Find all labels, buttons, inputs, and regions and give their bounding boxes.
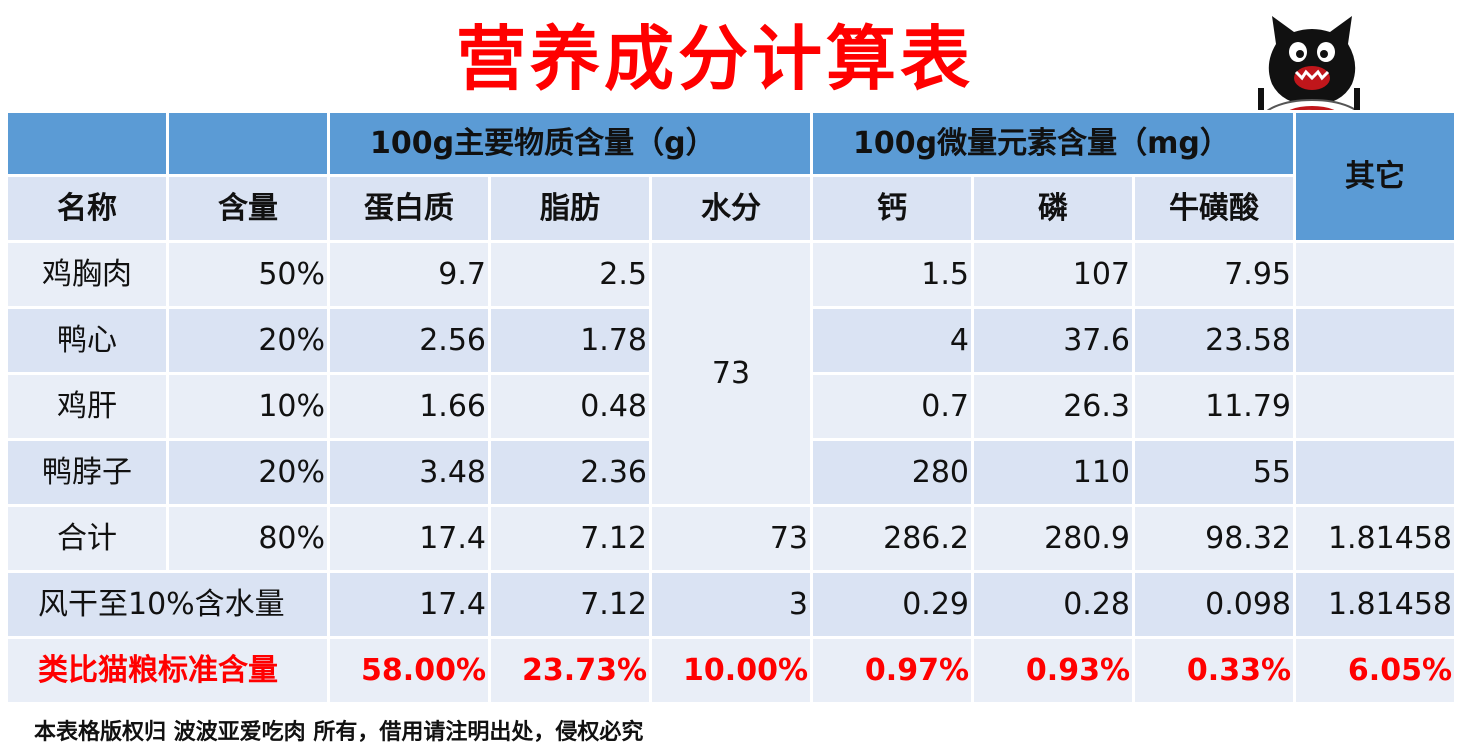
standard-row: 类比猫粮标准含量 58.00% 23.73% 10.00% 0.97% 0.93… <box>5 636 1457 705</box>
header-taurine: 牛磺酸 <box>1132 174 1296 243</box>
cell-calcium: 286.2 <box>810 504 974 573</box>
cell-protein: 9.7 <box>327 240 491 309</box>
header-water: 水分 <box>649 174 813 243</box>
cell-name: 类比猫粮标准含量 <box>5 636 330 705</box>
cell-name: 风干至10%含水量 <box>5 570 330 639</box>
cell-fat: 2.5 <box>488 240 652 309</box>
cell-other: 1.81458 <box>1293 570 1457 639</box>
cell-taurine: 0.098 <box>1132 570 1296 639</box>
cell-other <box>1293 372 1457 441</box>
cell-protein: 3.48 <box>327 438 491 507</box>
cell-calcium: 1.5 <box>810 240 974 309</box>
header-amount: 含量 <box>166 174 330 243</box>
cell-amount: 50% <box>166 240 330 309</box>
header-name: 名称 <box>5 174 169 243</box>
header-phosphorus: 磷 <box>971 174 1135 243</box>
cell-other: 6.05% <box>1293 636 1457 705</box>
cell-calcium: 4 <box>810 306 974 375</box>
cell-other <box>1293 240 1457 309</box>
cell-other: 1.81458 <box>1293 504 1457 573</box>
cell-fat: 23.73% <box>488 636 652 705</box>
cell-water: 10.00% <box>649 636 813 705</box>
cell-fat: 7.12 <box>488 570 652 639</box>
cell-taurine: 7.95 <box>1132 240 1296 309</box>
cell-fat: 0.48 <box>488 372 652 441</box>
cell-calcium: 280 <box>810 438 974 507</box>
cell-other <box>1293 306 1457 375</box>
cell-protein: 58.00% <box>327 636 491 705</box>
cell-calcium: 0.7 <box>810 372 974 441</box>
cell-amount: 10% <box>166 372 330 441</box>
header-blank <box>166 110 330 177</box>
cell-taurine: 11.79 <box>1132 372 1296 441</box>
cell-water-merged: 73 <box>649 240 813 507</box>
cell-phosphorus: 37.6 <box>971 306 1135 375</box>
table-row: 鸡胸肉 50% 9.7 2.5 73 1.5 107 7.95 <box>5 240 1457 507</box>
cell-protein: 17.4 <box>327 504 491 573</box>
copyright-note: 本表格版权归 波波亚爱吃肉 所有，借用请注明出处，侵权必究 <box>34 720 644 745</box>
page-title: 营养成分计算表 <box>456 18 974 100</box>
group-trace-elements: 100g微量元素含量（mg） <box>810 110 1296 177</box>
cell-taurine: 23.58 <box>1132 306 1296 375</box>
header-protein: 蛋白质 <box>327 174 491 243</box>
cell-fat: 1.78 <box>488 306 652 375</box>
cell-name: 鸭脖子 <box>5 438 169 507</box>
cell-taurine: 55 <box>1132 438 1296 507</box>
header-blank <box>5 110 169 177</box>
total-row: 合计 80% 17.4 7.12 73 286.2 280.9 98.32 1.… <box>5 504 1457 573</box>
table-row: 鸭心 20% 2.56 1.78 4 37.6 23.58 <box>5 306 1457 375</box>
cell-name: 鸡肝 <box>5 372 169 441</box>
cell-fat: 2.36 <box>488 438 652 507</box>
cell-fat: 7.12 <box>488 504 652 573</box>
cell-protein: 1.66 <box>327 372 491 441</box>
cell-protein: 2.56 <box>327 306 491 375</box>
cell-amount: 20% <box>166 438 330 507</box>
header-other: 其它 <box>1293 110 1457 243</box>
cell-water: 73 <box>649 504 813 573</box>
cell-phosphorus: 0.28 <box>971 570 1135 639</box>
nutrition-table: 100g主要物质含量（g） 100g微量元素含量（mg） 其它 名称 含量 蛋白… <box>5 110 1457 705</box>
header-fat: 脂肪 <box>488 174 652 243</box>
dried-row: 风干至10%含水量 17.4 7.12 3 0.29 0.28 0.098 1.… <box>5 570 1457 639</box>
cell-calcium: 0.29 <box>810 570 974 639</box>
cell-calcium: 0.97% <box>810 636 974 705</box>
cell-amount: 80% <box>166 504 330 573</box>
cell-amount: 20% <box>166 306 330 375</box>
cell-phosphorus: 26.3 <box>971 372 1135 441</box>
table-row: 鸭脖子 20% 3.48 2.36 280 110 55 <box>5 438 1457 507</box>
cell-name: 鸭心 <box>5 306 169 375</box>
cell-name: 鸡胸肉 <box>5 240 169 309</box>
cell-protein: 17.4 <box>327 570 491 639</box>
cell-phosphorus: 107 <box>971 240 1135 309</box>
cell-phosphorus: 0.93% <box>971 636 1135 705</box>
cell-other <box>1293 438 1457 507</box>
cell-water: 3 <box>649 570 813 639</box>
cell-phosphorus: 280.9 <box>971 504 1135 573</box>
cell-name: 合计 <box>5 504 169 573</box>
table-row: 鸡肝 10% 1.66 0.48 0.7 26.3 11.79 <box>5 372 1457 441</box>
cell-phosphorus: 110 <box>971 438 1135 507</box>
group-main-nutrients: 100g主要物质含量（g） <box>327 110 813 177</box>
cell-taurine: 98.32 <box>1132 504 1296 573</box>
cell-taurine: 0.33% <box>1132 636 1296 705</box>
header-calcium: 钙 <box>810 174 974 243</box>
